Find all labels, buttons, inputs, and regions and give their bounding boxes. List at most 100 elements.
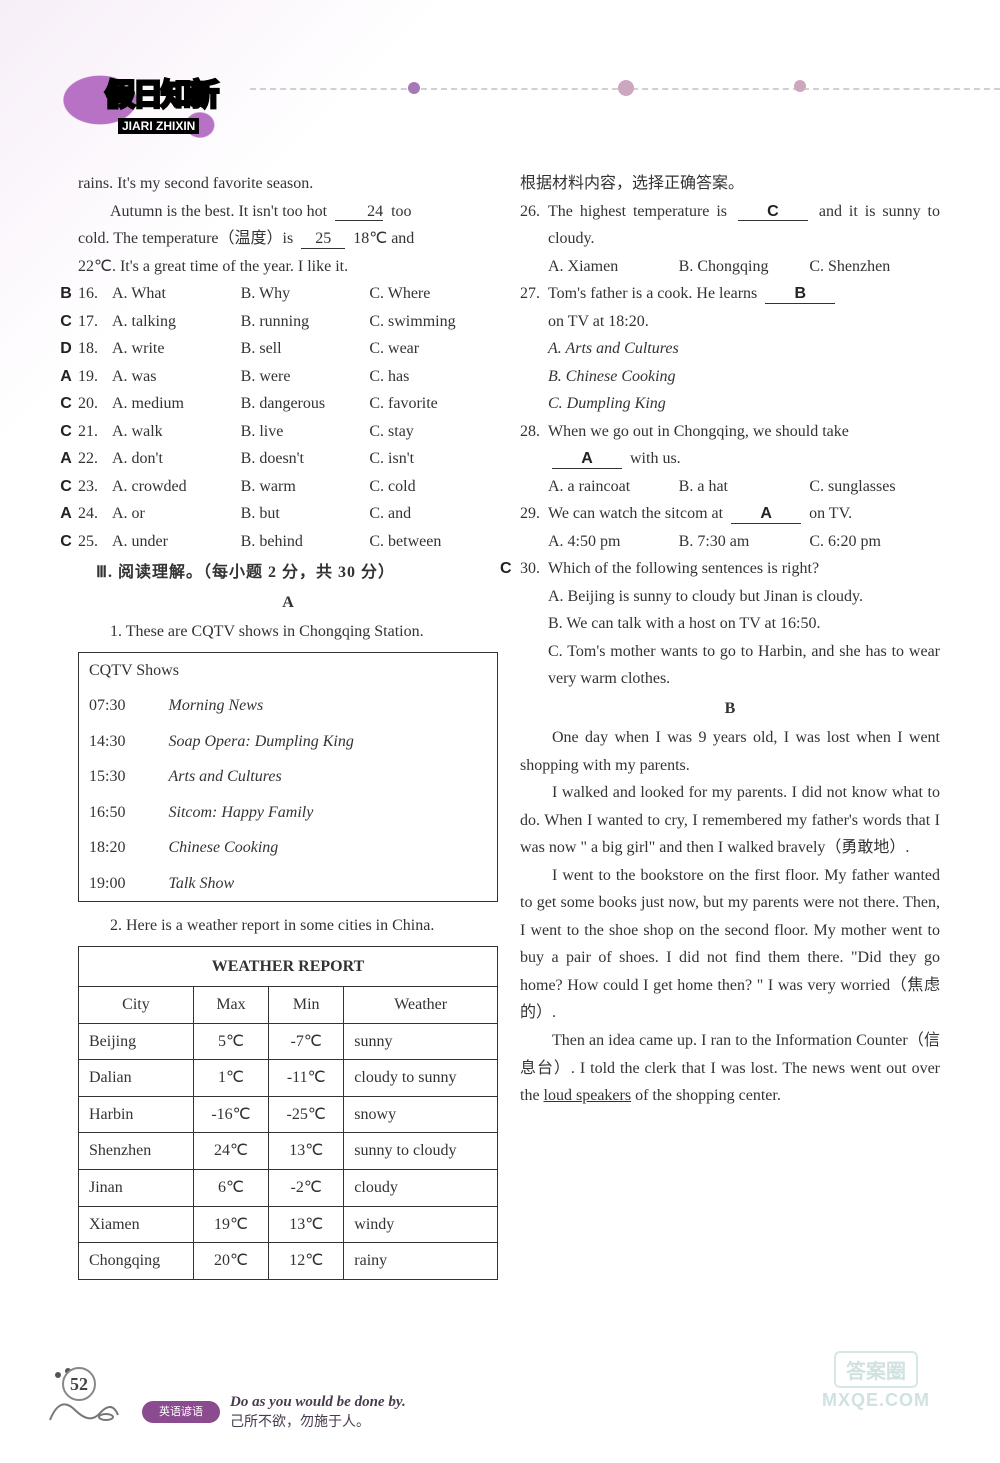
th-city: City — [79, 987, 194, 1024]
opt: B. Why — [241, 280, 370, 308]
page-number-decoration: 52 — [40, 1365, 120, 1415]
tv-program: Sitcom: Happy Family — [159, 795, 498, 831]
opt: A. medium — [112, 390, 241, 418]
header-logo: 假日知新 JIARI ZHIXIN — [50, 60, 250, 150]
cell-max: 20℃ — [193, 1243, 268, 1280]
choices: A. Xiamen B. Chongqing C. Shenzhen — [520, 253, 940, 281]
opt: C. between — [369, 528, 498, 556]
watermark-box: 答案圈 — [834, 1351, 918, 1388]
handwritten-answer: C — [56, 308, 76, 336]
section-iii-head: Ⅲ. 阅读理解。（每小题 2 分，共 30 分） — [96, 559, 498, 587]
logo-title: 假日知新 — [105, 70, 217, 114]
cell-city: Harbin — [79, 1096, 194, 1133]
qnum: 28. — [520, 418, 540, 446]
part2-intro: 2. Here is a weather report in some citi… — [78, 912, 498, 940]
footer-quote: Do as you would be done by. 己所不欲，勿施于人。 — [230, 1394, 406, 1431]
dot-icon — [618, 80, 634, 96]
footer-pill: 英语谚语 — [142, 1401, 220, 1423]
question-27: 27. Tom's father is a cook. He learns B … — [520, 280, 940, 418]
table-row: 14:30Soap Opera: Dumpling King — [79, 724, 498, 760]
text: too — [391, 203, 411, 220]
tv-program: Chinese Cooking — [159, 830, 498, 866]
opt: A. talking — [112, 308, 241, 336]
cell-weather: snowy — [344, 1096, 498, 1133]
opt: A. Arts and Cultures — [520, 335, 940, 363]
table-row: 16:50Sitcom: Happy Family — [79, 795, 498, 831]
mcq-row: C25.A. underB. behindC. between — [78, 528, 498, 556]
right-column: 根据材料内容，选择正确答案。 26. The highest temperatu… — [520, 170, 940, 1263]
opt: B. but — [241, 500, 370, 528]
mcq-row: C23.A. crowdedB. warmC. cold — [78, 473, 498, 501]
cloze-passage-tail: rains. It's my second favorite season. A… — [78, 170, 498, 280]
opt: B. live — [241, 418, 370, 446]
question-28: 28. When we go out in Chongqing, we shou… — [520, 418, 940, 501]
cell-max: 5℃ — [193, 1023, 268, 1060]
tv-time: 19:00 — [79, 866, 159, 902]
tv-time: 14:30 — [79, 724, 159, 760]
weather-table: WEATHER REPORT City Max Min Weather Beij… — [78, 946, 498, 1280]
table-row: Harbin-16℃-25℃snowy — [79, 1096, 498, 1133]
mcq-row: C20.A. mediumB. dangerousC. favorite — [78, 390, 498, 418]
part1-intro: 1. These are CQTV shows in Chongqing Sta… — [78, 618, 498, 646]
qnum: 18. — [78, 335, 112, 363]
question-29: 29. We can watch the sitcom at A on TV. … — [520, 500, 940, 555]
cell-min: 13℃ — [269, 1133, 344, 1170]
question-30: C 30. Which of the following sentences i… — [520, 555, 940, 693]
answer-26: C — [738, 203, 808, 222]
quote-en: Do as you would be done by. — [230, 1394, 406, 1411]
qnum: 16. — [78, 280, 112, 308]
page: 假日知新 JIARI ZHIXIN rains. It's my second … — [0, 0, 1000, 1463]
opt: A. crowded — [112, 473, 241, 501]
answer-29: A — [731, 505, 801, 524]
opt: A. or — [112, 500, 241, 528]
opt: B. Chongqing — [679, 253, 810, 281]
cell-city: Beijing — [79, 1023, 194, 1060]
opt: B. behind — [241, 528, 370, 556]
opt: C. wear — [369, 335, 498, 363]
cell-min: -11℃ — [269, 1060, 344, 1097]
answer-30: C — [500, 555, 512, 583]
opt: B. Chinese Cooking — [520, 363, 940, 391]
cell-min: -2℃ — [269, 1169, 344, 1206]
qnum: 23. — [78, 473, 112, 501]
content-columns: rains. It's my second favorite season. A… — [78, 170, 940, 1263]
opt: C. sunglasses — [809, 473, 940, 501]
opt: A. under — [112, 528, 241, 556]
cell-min: 12℃ — [269, 1243, 344, 1280]
stem-text: We can watch the sitcom at — [548, 505, 727, 522]
th-weather: Weather — [344, 987, 498, 1024]
th-min: Min — [269, 987, 344, 1024]
opt: C. has — [369, 363, 498, 391]
qnum: 17. — [78, 308, 112, 336]
passage-b-label: B — [520, 695, 940, 723]
tv-time: 18:20 — [79, 830, 159, 866]
cell-city: Chongqing — [79, 1243, 194, 1280]
blank-24: 24 — [335, 203, 383, 222]
stem-text: on TV. — [809, 505, 852, 522]
passage-line: rains. It's my second favorite season. — [78, 170, 498, 198]
handwritten-answer: A — [56, 445, 76, 473]
underlined-phrase: loud speakers — [544, 1087, 632, 1104]
dot-icon — [408, 82, 420, 94]
table-row: 19:00Talk Show — [79, 866, 498, 902]
instruction: 根据材料内容，选择正确答案。 — [520, 170, 940, 198]
qnum: 19. — [78, 363, 112, 391]
handwritten-answer: C — [56, 528, 76, 556]
cell-weather: sunny to cloudy — [344, 1133, 498, 1170]
opt: C. and — [369, 500, 498, 528]
mcq-row: D18.A. writeB. sellC. wear — [78, 335, 498, 363]
cell-min: -25℃ — [269, 1096, 344, 1133]
table-row: Jinan6℃-2℃cloudy — [79, 1169, 498, 1206]
qnum: 24. — [78, 500, 112, 528]
cell-min: 13℃ — [269, 1206, 344, 1243]
cell-min: -7℃ — [269, 1023, 344, 1060]
cell-max: 24℃ — [193, 1133, 268, 1170]
passage-line: Autumn is the best. It isn't too hot 24 … — [78, 198, 498, 226]
stem-text: When we go out in Chongqing, we should t… — [548, 423, 849, 440]
handwritten-answer: C — [56, 390, 76, 418]
tv-program: Arts and Cultures — [159, 759, 498, 795]
opt: C. Dumpling King — [520, 390, 940, 418]
opt: A. was — [112, 363, 241, 391]
qnum: 29. — [520, 500, 540, 528]
table-row: 07:30Morning News — [79, 688, 498, 724]
